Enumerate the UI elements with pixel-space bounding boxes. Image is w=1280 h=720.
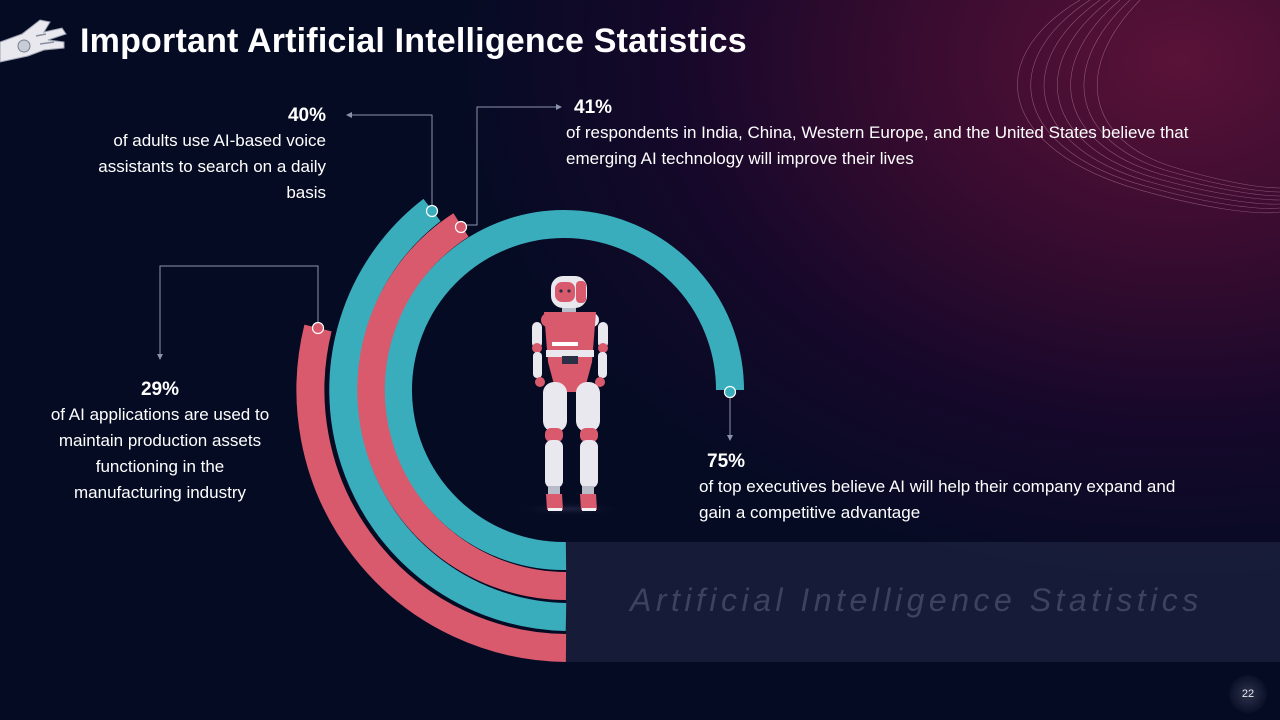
stat-41-value: 41% (574, 97, 613, 118)
arc-29 (296, 324, 567, 662)
stat-29: 29% of AI applications are used to maint… (40, 378, 280, 506)
arc-40 (329, 198, 567, 631)
connector-40 (350, 114, 433, 210)
stat-40-text: of adults use AI-based voice assistants … (98, 131, 326, 202)
wave-decoration (1017, 0, 1280, 214)
stat-75-value: 75% (707, 451, 746, 472)
stat-40: 40% of adults use AI-based voice assista… (60, 104, 326, 206)
dot-29 (311, 321, 325, 335)
dot-75 (723, 385, 737, 399)
connector-41 (461, 106, 558, 226)
watermark-banner (566, 542, 1280, 662)
page-title: Important Artificial Intelligence Statis… (80, 22, 747, 60)
connector-29 (159, 265, 319, 354)
page-number: 22 (1229, 675, 1267, 713)
stat-29-value: 29% (140, 379, 180, 400)
watermark-text: Artificial Intelligence Statistics (630, 582, 1203, 618)
robot-illustration (520, 276, 620, 516)
stat-41: 41% of respondents in India, China, West… (566, 96, 1206, 172)
robot-hand-icon (0, 19, 67, 63)
arc-75 (384, 210, 744, 571)
stat-29-text: of AI applications are used to maintain … (50, 405, 270, 502)
stat-75-text: of top executives believe AI will help t… (699, 477, 1176, 522)
dot-40 (425, 204, 439, 218)
dot-41 (454, 220, 468, 234)
stat-75: 75% of top executives believe AI will he… (699, 450, 1179, 526)
stat-41-text: of respondents in India, China, Western … (566, 123, 1189, 168)
arc-41 (356, 213, 567, 600)
stat-40-value: 40% (287, 105, 326, 126)
